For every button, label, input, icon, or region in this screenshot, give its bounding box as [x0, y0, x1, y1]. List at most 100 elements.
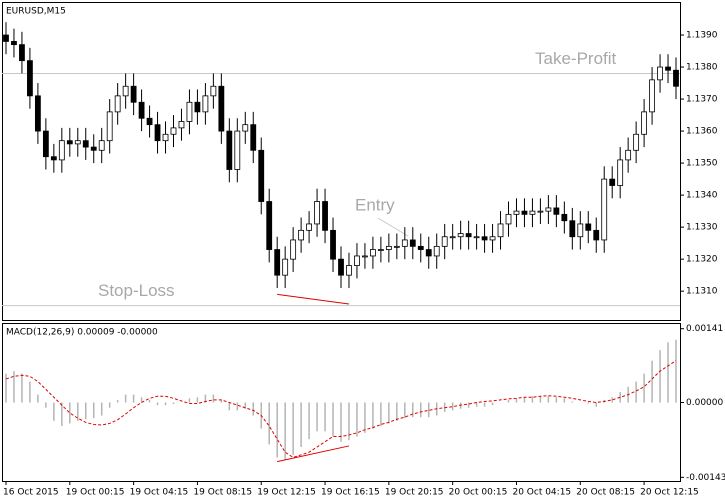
candle-body — [633, 133, 640, 151]
candle-body — [282, 258, 289, 276]
candle-body — [242, 124, 249, 132]
candle-body — [409, 239, 416, 247]
y-tick-label: -0.00143 — [686, 473, 725, 483]
candle-body — [202, 95, 209, 113]
candle-body — [673, 69, 679, 87]
candle-body — [290, 239, 297, 260]
x-tick-label: 19 Oct 16:15 — [321, 488, 380, 498]
candle-body — [561, 213, 568, 222]
candle-body — [425, 249, 432, 257]
candle-body — [66, 140, 73, 145]
candle-body — [354, 255, 360, 266]
candle-body — [665, 66, 671, 71]
annotation: Stop-Loss — [98, 281, 175, 300]
candle-body — [601, 178, 608, 241]
candle-body — [266, 201, 273, 250]
candle-body — [19, 44, 25, 62]
candle-body — [521, 210, 528, 215]
candle-body — [338, 258, 344, 276]
candle-body — [186, 101, 193, 122]
candle-body — [130, 85, 137, 103]
candle-body — [489, 236, 496, 241]
chart-title: EURUSD,M15 — [6, 7, 66, 17]
candle-body — [377, 249, 384, 251]
candle-body — [497, 223, 504, 238]
candle-body — [609, 178, 616, 186]
candle-body — [50, 156, 57, 161]
candle-body — [545, 207, 552, 212]
candle-body — [250, 124, 257, 151]
annotation: Take-Profit — [535, 49, 617, 68]
x-tick-label: 20 Oct 08:15 — [576, 488, 635, 498]
x-tick-label: 19 Oct 00:15 — [66, 488, 125, 498]
candle-body — [42, 130, 49, 158]
candle-body — [178, 121, 185, 129]
candle-body — [417, 245, 424, 250]
entry-pointer — [377, 217, 409, 237]
candle-body — [569, 220, 576, 238]
price-panel — [2, 2, 681, 321]
candle-body — [82, 140, 89, 148]
y-tick-label: 1.1360 — [686, 127, 718, 137]
candle-body — [657, 66, 663, 81]
candle-body — [3, 34, 9, 42]
candle-body — [138, 101, 145, 119]
y-tick-label: 0.00000 — [686, 398, 723, 408]
candle-body — [481, 236, 488, 241]
candle-body — [11, 41, 17, 46]
annotation: Entry — [355, 195, 395, 214]
candle-body — [74, 140, 81, 145]
candle-body — [593, 229, 600, 241]
y-tick-label: 1.1310 — [686, 287, 718, 297]
candle-body — [210, 85, 217, 97]
y-tick-label: 0.00141 — [686, 324, 723, 334]
candle-body — [234, 130, 241, 170]
candle-body — [617, 159, 624, 186]
candle-body — [226, 130, 233, 170]
candle-body — [625, 149, 632, 161]
candle-body — [106, 111, 113, 142]
candle-body — [330, 229, 336, 260]
candle-body — [641, 111, 648, 135]
candle-body — [433, 245, 440, 257]
candle-body — [537, 210, 544, 213]
candle-body — [577, 223, 584, 238]
x-tick-label: 20 Oct 00:15 — [449, 488, 508, 498]
candle-body — [98, 140, 105, 151]
candle-body — [585, 223, 592, 231]
candle-body — [393, 245, 400, 248]
candle-body — [401, 239, 408, 247]
macd-title: MACD(12,26,9) 0.00009 -0.00000 — [6, 328, 158, 338]
candle-body — [274, 249, 281, 276]
candle-body — [34, 95, 41, 132]
x-tick-label: 19 Oct 12:15 — [257, 488, 316, 498]
x-tick-label: 20 Oct 04:15 — [512, 488, 571, 498]
y-tick-label: 1.1350 — [686, 159, 718, 169]
candle-body — [90, 146, 97, 151]
candle-body — [449, 236, 456, 239]
x-tick-label: 19 Oct 08:15 — [193, 488, 252, 498]
candle-body — [27, 60, 33, 97]
candle-body — [114, 95, 121, 113]
candle-body — [649, 79, 655, 113]
candle-body — [473, 236, 480, 239]
y-tick-label: 1.1370 — [686, 95, 718, 105]
y-tick-label: 1.1330 — [686, 223, 718, 233]
candle-body — [218, 85, 225, 132]
candle-body — [513, 210, 520, 215]
y-tick-label: 1.1390 — [686, 31, 718, 41]
candle-body — [441, 236, 448, 247]
y-tick-label: 1.1320 — [686, 255, 718, 265]
candle-body — [370, 249, 376, 257]
x-tick-label: 16 Oct 2015 — [3, 488, 59, 498]
signal-line — [5, 360, 677, 459]
candle-body — [385, 245, 392, 250]
candle-body — [505, 213, 512, 225]
candle-body — [346, 265, 352, 276]
candle-body — [154, 124, 161, 142]
candle-body — [58, 140, 65, 161]
trend-line — [277, 445, 350, 463]
x-tick-label: 19 Oct 20:15 — [385, 488, 444, 498]
